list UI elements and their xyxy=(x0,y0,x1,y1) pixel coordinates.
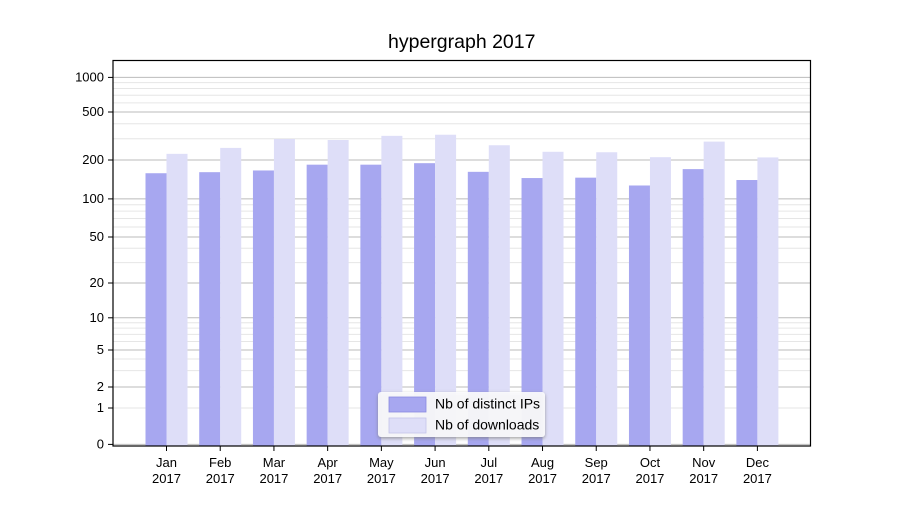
svg-text:Jul: Jul xyxy=(480,455,497,470)
svg-text:Jun: Jun xyxy=(425,455,446,470)
svg-text:500: 500 xyxy=(82,104,104,119)
svg-text:Nb of downloads: Nb of downloads xyxy=(435,417,539,433)
svg-text:2017: 2017 xyxy=(528,471,557,486)
svg-text:2017: 2017 xyxy=(259,471,288,486)
svg-text:2017: 2017 xyxy=(582,471,611,486)
svg-text:2017: 2017 xyxy=(206,471,235,486)
svg-text:2017: 2017 xyxy=(367,471,396,486)
svg-text:5: 5 xyxy=(97,342,104,357)
svg-text:Oct: Oct xyxy=(640,455,661,470)
svg-text:Aug: Aug xyxy=(531,455,554,470)
svg-text:Jan: Jan xyxy=(156,455,177,470)
svg-text:20: 20 xyxy=(90,275,104,290)
svg-text:50: 50 xyxy=(90,229,104,244)
svg-text:1000: 1000 xyxy=(75,69,104,84)
svg-text:May: May xyxy=(369,455,394,470)
svg-text:2017: 2017 xyxy=(474,471,503,486)
svg-text:0: 0 xyxy=(97,436,104,451)
svg-text:2017: 2017 xyxy=(689,471,718,486)
svg-text:hypergraph 2017: hypergraph 2017 xyxy=(388,31,535,53)
svg-text:Nov: Nov xyxy=(692,455,716,470)
svg-text:Apr: Apr xyxy=(318,455,339,470)
svg-text:2017: 2017 xyxy=(313,471,342,486)
svg-text:100: 100 xyxy=(82,191,104,206)
svg-text:2017: 2017 xyxy=(743,471,772,486)
svg-text:Nb of distinct IPs: Nb of distinct IPs xyxy=(435,396,540,412)
svg-text:Feb: Feb xyxy=(209,455,231,470)
svg-text:Sep: Sep xyxy=(585,455,608,470)
svg-text:2017: 2017 xyxy=(152,471,181,486)
svg-text:200: 200 xyxy=(82,152,104,167)
svg-text:Dec: Dec xyxy=(746,455,770,470)
svg-text:2017: 2017 xyxy=(421,471,450,486)
svg-text:2017: 2017 xyxy=(635,471,664,486)
svg-text:Mar: Mar xyxy=(263,455,286,470)
svg-text:2: 2 xyxy=(97,379,104,394)
svg-text:1: 1 xyxy=(97,400,104,415)
svg-text:10: 10 xyxy=(90,310,104,325)
